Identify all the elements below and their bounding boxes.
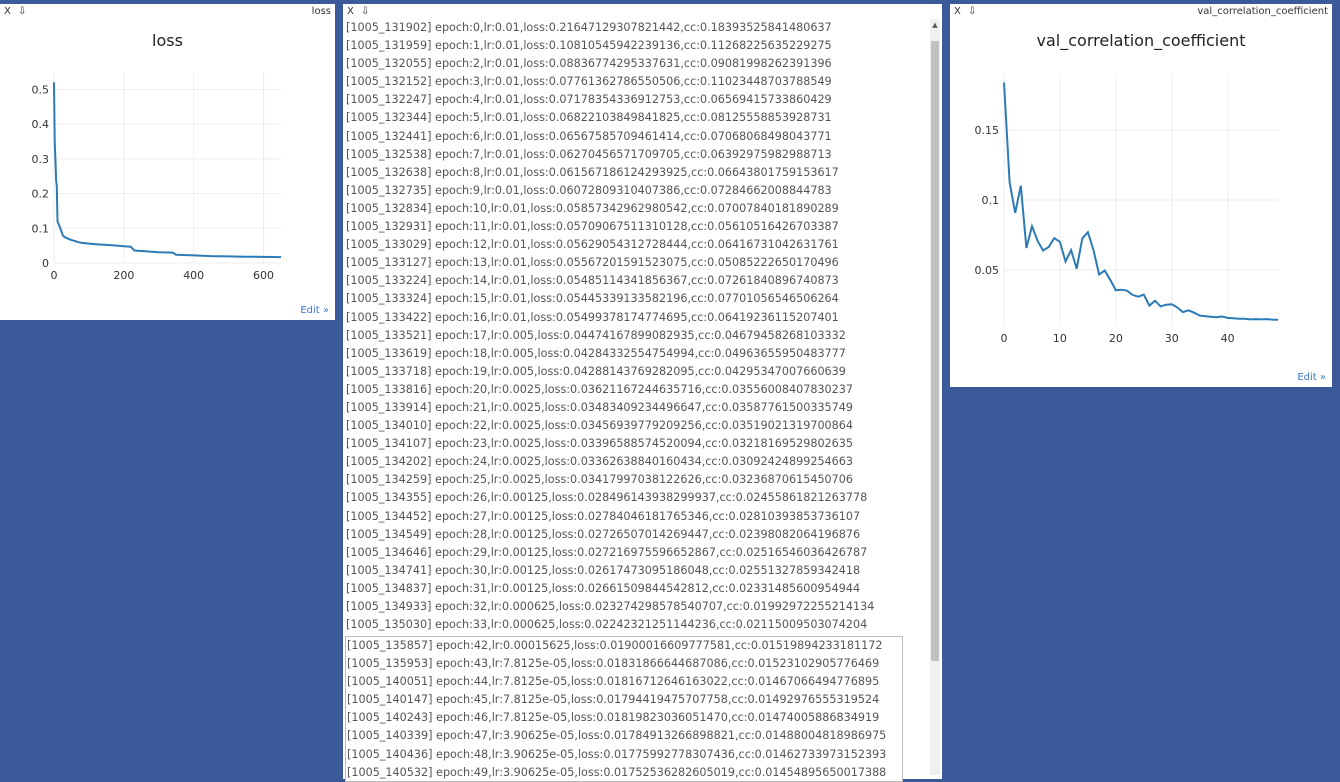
log-line: [1005_133619] epoch:18,lr:0.005,loss:0.0… [346, 346, 846, 360]
log-line: [1005_134259] epoch:25,lr:0.0025,loss:0.… [346, 473, 854, 487]
x-tick-label: 10 [1053, 332, 1067, 345]
cc-chart: 0.05 0.1 0.15 0 10 20 30 40 [975, 74, 1279, 345]
log-line: [1005_131902] epoch:0,lr:0.01,loss:0.216… [346, 21, 832, 34]
y-tick-label: 0.1 [982, 194, 1000, 207]
log-pane: X ⇩ [1005_131902] epoch:0,lr:0.01,loss:0… [343, 4, 942, 782]
pane-name: loss [311, 6, 331, 17]
pin-icon[interactable]: ⇩ [968, 6, 977, 17]
pin-icon[interactable]: ⇩ [18, 6, 27, 17]
log-list: [1005_131902] epoch:0,lr:0.01,loss:0.216… [345, 19, 928, 779]
log-line: [1005_132538] epoch:7,lr:0.01,loss:0.062… [346, 147, 832, 161]
pin-icon[interactable]: ⇩ [361, 6, 370, 17]
log-line: [1005_131959] epoch:1,lr:0.01,loss:0.108… [346, 39, 832, 53]
x-tick-label: 0 [1001, 332, 1008, 345]
log-line: [1005_132834] epoch:10,lr:0.01,loss:0.05… [346, 201, 839, 215]
log-line: [1005_133914] epoch:21,lr:0.0025,loss:0.… [346, 400, 854, 414]
x-tick-label: 600 [253, 269, 274, 282]
x-tick-label: 0 [51, 269, 58, 282]
log-line: [1005_133422] epoch:16,lr:0.01,loss:0.05… [346, 310, 839, 324]
pane-controls: X ⇩ [347, 6, 373, 17]
log-line: [1005_132735] epoch:9,lr:0.01,loss:0.060… [346, 183, 832, 197]
y-tick-label: 0.4 [32, 118, 50, 131]
pane-controls: X ⇩ [4, 6, 30, 17]
x-tick-label: 200 [113, 269, 134, 282]
log-line: [1005_134107] epoch:23,lr:0.0025,loss:0.… [346, 437, 854, 451]
series-line [1003, 82, 1279, 321]
plot-title: val_correlation_coefficient [1036, 31, 1246, 50]
plot-title: loss [152, 31, 183, 50]
log-line: [1005_134010] epoch:22,lr:0.0025,loss:0.… [346, 419, 854, 433]
y-tick-label: 0.3 [32, 153, 50, 166]
log-line: [1005_132152] epoch:3,lr:0.01,loss:0.077… [346, 75, 832, 89]
log-line: [1005_134452] epoch:27,lr:0.00125,loss:0… [346, 509, 861, 523]
log-tail-pane: [1005_135857] epoch:42,lr:0.00015625,los… [345, 636, 903, 782]
log-line: [1005_134837] epoch:31,lr:0.00125,loss:0… [346, 581, 861, 595]
log-line: [1005_132931] epoch:11,lr:0.01,loss:0.05… [346, 220, 839, 234]
pane-name: val_correlation_coefficient [1197, 6, 1328, 17]
y-tick-label: 0.15 [975, 124, 1000, 137]
scrollbar[interactable]: ▲ [930, 19, 940, 775]
x-tick-label: 20 [1109, 332, 1123, 345]
log-line: [1005_132247] epoch:4,lr:0.01,loss:0.071… [346, 93, 832, 107]
log-line: [1005_133324] epoch:15,lr:0.01,loss:0.05… [346, 292, 839, 306]
log-line: [1005_132055] epoch:2,lr:0.01,loss:0.088… [346, 57, 832, 71]
close-icon[interactable]: X [347, 6, 354, 17]
log-line: [1005_133224] epoch:14,lr:0.01,loss:0.05… [346, 274, 839, 288]
pane-controls: X ⇩ [954, 6, 980, 17]
log-line: [1005_140436] epoch:48,lr:3.90625e-05,lo… [347, 747, 887, 761]
log-line: [1005_135030] epoch:33,lr:0.000625,loss:… [346, 618, 868, 632]
edit-link[interactable]: Edit » [1297, 372, 1326, 383]
log-line: [1005_134549] epoch:28,lr:0.00125,loss:0… [346, 527, 861, 541]
log-line: [1005_133521] epoch:17,lr:0.005,loss:0.0… [346, 328, 846, 342]
close-icon[interactable]: X [4, 6, 11, 17]
loss-plot-pane: X ⇩ loss loss 0 0.1 0.2 0.3 0.4 0.5 0 200 400 600… [0, 4, 335, 320]
log-line: [1005_140243] epoch:46,lr:7.8125e-05,los… [347, 711, 880, 725]
loss-chart: 0 0.1 0.2 0.3 0.4 0.5 0 200 400 600 [32, 72, 282, 282]
log-line: [1005_134741] epoch:30,lr:0.00125,loss:0… [346, 563, 861, 577]
x-tick-label: 30 [1165, 332, 1179, 345]
log-line: [1005_135953] epoch:43,lr:7.8125e-05,los… [347, 657, 880, 671]
log-line: [1005_133029] epoch:12,lr:0.01,loss:0.05… [346, 238, 839, 252]
log-line: [1005_140051] epoch:44,lr:7.8125e-05,los… [347, 675, 880, 689]
log-line: [1005_135857] epoch:42,lr:0.00015625,los… [347, 639, 883, 652]
y-tick-label: 0.05 [975, 264, 1000, 277]
y-tick-label: 0.2 [32, 188, 50, 201]
close-icon[interactable]: X [954, 6, 961, 17]
log-line: [1005_134646] epoch:29,lr:0.00125,loss:0… [346, 545, 868, 559]
log-line: [1005_134933] epoch:32,lr:0.000625,loss:… [346, 600, 875, 613]
log-line: [1005_140147] epoch:45,lr:7.8125e-05,los… [347, 693, 880, 707]
series-line [53, 82, 282, 259]
log-line: [1005_132638] epoch:8,lr:0.01,loss:0.061… [346, 165, 839, 179]
x-tick-label: 400 [183, 269, 204, 282]
y-tick-label: 0.5 [32, 83, 50, 96]
x-tick-label: 40 [1221, 332, 1235, 345]
log-line: [1005_132344] epoch:5,lr:0.01,loss:0.068… [346, 111, 832, 125]
edit-link[interactable]: Edit » [300, 305, 329, 316]
log-line: [1005_134355] epoch:26,lr:0.00125,loss:0… [346, 491, 868, 505]
y-tick-label: 0 [42, 257, 49, 270]
log-line: [1005_140339] epoch:47,lr:3.90625e-05,lo… [347, 729, 887, 743]
log-line: [1005_133718] epoch:19,lr:0.005,loss:0.0… [346, 364, 846, 378]
log-line: [1005_132441] epoch:6,lr:0.01,loss:0.065… [346, 129, 832, 143]
scroll-thumb[interactable] [931, 41, 939, 661]
log-line: [1005_133127] epoch:13,lr:0.01,loss:0.05… [346, 256, 839, 270]
log-line: [1005_140532] epoch:49,lr:3.90625e-05,lo… [347, 765, 887, 779]
cc-plot-pane: X ⇩ val_correlation_coefficient val_corr… [950, 4, 1332, 387]
log-line: [1005_134202] epoch:24,lr:0.0025,loss:0.… [346, 455, 854, 469]
log-line: [1005_133816] epoch:20,lr:0.0025,loss:0.… [346, 382, 854, 396]
y-tick-label: 0.1 [32, 222, 50, 235]
